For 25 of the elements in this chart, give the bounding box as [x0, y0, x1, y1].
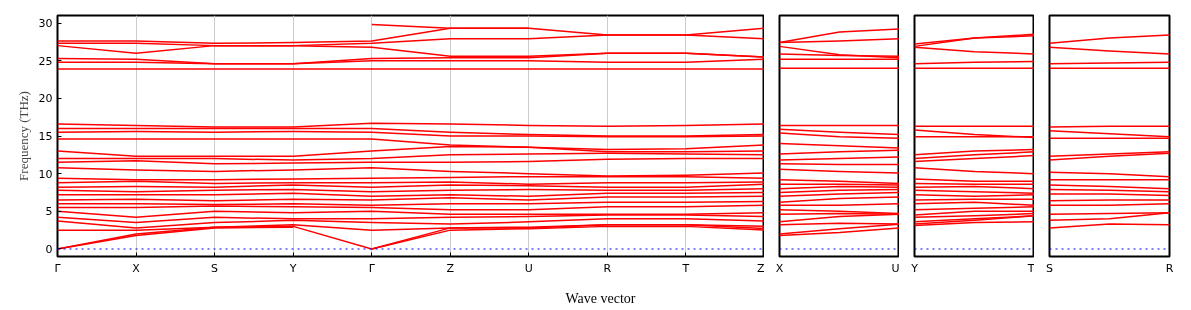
y-tick-label: 0: [45, 242, 53, 256]
y-tick-label: 10: [38, 167, 53, 181]
y-tick-label: 20: [38, 92, 53, 106]
y-tick-label: 25: [38, 54, 53, 68]
x-tick-label: Z: [446, 261, 455, 275]
x-tick-label: R: [1165, 261, 1174, 275]
y-axis-title: Frequency (THz): [15, 91, 31, 181]
x-tick-label: T: [681, 261, 690, 275]
x-tick-label: Γ: [368, 261, 376, 275]
x-tick-label: R: [603, 261, 612, 275]
x-axis-title: Wave vector: [565, 290, 636, 308]
y-tick-label: 30: [38, 17, 53, 31]
x-tick-label: S: [1046, 261, 1054, 275]
x-tick-label: S: [211, 261, 219, 275]
x-tick-label: X: [775, 261, 784, 275]
x-tick-label: Y: [288, 261, 297, 275]
y-tick-label: 5: [45, 205, 53, 219]
y-tick-label: 15: [38, 130, 53, 143]
x-tick-label: U: [524, 261, 533, 275]
x-tick-label: T: [1026, 261, 1035, 275]
x-tick-label: X: [132, 261, 141, 275]
x-tick-label: Y: [910, 261, 919, 275]
x-tick-label: U: [891, 261, 900, 275]
x-tick-label: Γ: [54, 261, 62, 275]
x-tick-label: Z: [756, 261, 765, 275]
